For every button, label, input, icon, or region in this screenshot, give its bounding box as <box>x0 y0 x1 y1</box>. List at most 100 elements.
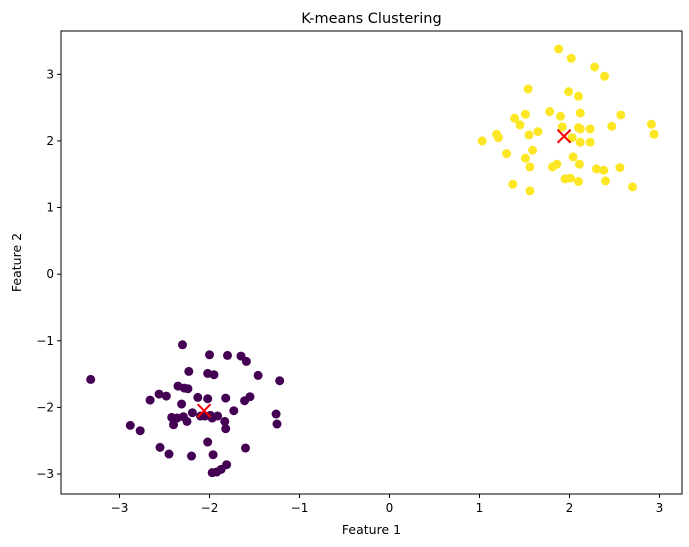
x-tick-label: −2 <box>201 501 219 515</box>
centroid-marker <box>196 403 212 418</box>
cluster-1-point <box>574 177 583 187</box>
x-axis-ticks: −3 −2 −1 0 1 2 3 <box>111 494 664 515</box>
cluster-0-point <box>177 399 187 409</box>
cluster-0-point <box>241 443 250 453</box>
y-axis-ticks: −3 −2 −1 0 1 2 3 <box>36 67 61 481</box>
cluster-1-point <box>525 162 535 172</box>
cluster-1-point <box>520 109 530 119</box>
cluster-1-point <box>575 137 585 147</box>
cluster-0-point <box>145 395 155 405</box>
cluster-1-point <box>547 162 557 172</box>
cluster-0-point <box>187 408 197 418</box>
cluster-1-point <box>554 44 564 54</box>
cluster-0-point <box>203 437 213 447</box>
chart-title: K-means Clustering <box>301 11 441 27</box>
x-tick-label: 2 <box>566 501 574 515</box>
x-tick-label: 0 <box>386 501 394 515</box>
cluster-1-point <box>533 127 543 137</box>
cluster-1-point <box>574 159 584 169</box>
cluster-0-point <box>184 366 194 376</box>
cluster-1-point <box>574 91 583 101</box>
cluster-1-point <box>524 130 534 140</box>
centroids-layer <box>196 129 572 418</box>
cluster-1-point <box>599 165 609 175</box>
cluster-1-point <box>528 145 538 155</box>
y-tick-label: 3 <box>46 67 54 81</box>
x-tick-label: 3 <box>656 501 664 515</box>
cluster-0-point <box>125 420 135 430</box>
cluster-1-point <box>477 136 487 146</box>
cluster-1-point <box>508 179 518 189</box>
cluster-0-point <box>183 384 193 394</box>
points-layer <box>86 44 659 478</box>
cluster-1-point <box>565 173 575 183</box>
cluster-1-point <box>590 62 600 72</box>
cluster-0-point <box>221 393 231 403</box>
cluster-1-point <box>600 71 610 81</box>
cluster-0-point <box>205 350 214 360</box>
cluster-0-point <box>164 449 174 459</box>
y-tick-label: −1 <box>36 334 54 348</box>
cluster-1-point <box>646 119 656 129</box>
cluster-1-point <box>545 107 555 117</box>
cluster-0-point <box>182 416 192 426</box>
cluster-1-point <box>556 111 565 121</box>
cluster-1-point <box>523 84 533 94</box>
cluster-1-point <box>566 53 576 63</box>
cluster-0-point <box>178 340 187 350</box>
cluster-0-point <box>220 416 230 426</box>
cluster-0-point <box>86 374 96 384</box>
cluster-0-point <box>229 406 239 416</box>
cluster-1-point <box>515 120 525 130</box>
cluster-0-point <box>154 389 164 399</box>
cluster-1-point <box>575 124 585 134</box>
plot-frame <box>60 30 683 495</box>
y-tick-label: 2 <box>46 134 54 148</box>
y-axis-label: Feature 2 <box>9 233 24 292</box>
cluster-1-point <box>615 163 625 173</box>
x-tick-label: −3 <box>111 501 129 515</box>
cluster-1-point <box>607 121 617 131</box>
cluster-0-point <box>272 419 282 429</box>
cluster-1-point <box>557 122 567 132</box>
cluster-1-point <box>649 129 659 139</box>
cluster-1-point <box>585 124 595 134</box>
cluster-0-point <box>241 356 251 366</box>
cluster-1-point <box>510 113 520 123</box>
cluster-0-point <box>253 370 263 380</box>
cluster-1-point <box>502 149 511 159</box>
cluster-1-point <box>616 110 626 120</box>
cluster-0-point <box>245 392 255 402</box>
cluster-1-point <box>575 108 585 118</box>
cluster-0-point <box>187 451 196 461</box>
x-tick-label: 1 <box>476 501 484 515</box>
cluster-1-point <box>525 186 535 196</box>
cluster-0-point <box>223 350 232 360</box>
cluster-0-point <box>208 450 218 460</box>
cluster-1-point <box>585 137 595 147</box>
cluster-0-point <box>135 426 145 436</box>
cluster-0-point <box>209 370 219 380</box>
cluster-0-point <box>169 420 178 430</box>
cluster-1-point <box>567 133 577 143</box>
y-tick-label: 1 <box>46 201 54 215</box>
cluster-0-point <box>271 409 281 419</box>
cluster-1-point <box>568 152 578 162</box>
cluster-0-point <box>207 468 217 478</box>
cluster-0-point <box>275 376 285 386</box>
cluster-0-point <box>203 394 213 404</box>
cluster-1-point <box>628 182 637 192</box>
cluster-1-point <box>592 164 601 174</box>
cluster-0-point <box>161 391 171 401</box>
cluster-0-point <box>193 392 203 402</box>
cluster-1-point <box>601 176 610 186</box>
cluster-1-point <box>564 87 574 97</box>
cluster-0-point <box>155 442 165 452</box>
y-tick-label: −3 <box>36 467 54 481</box>
cluster-1-point <box>520 153 530 163</box>
cluster-0-point <box>221 424 231 434</box>
centroid-marker <box>556 129 572 144</box>
x-tick-label: −1 <box>291 501 309 515</box>
y-tick-label: −2 <box>36 400 54 414</box>
